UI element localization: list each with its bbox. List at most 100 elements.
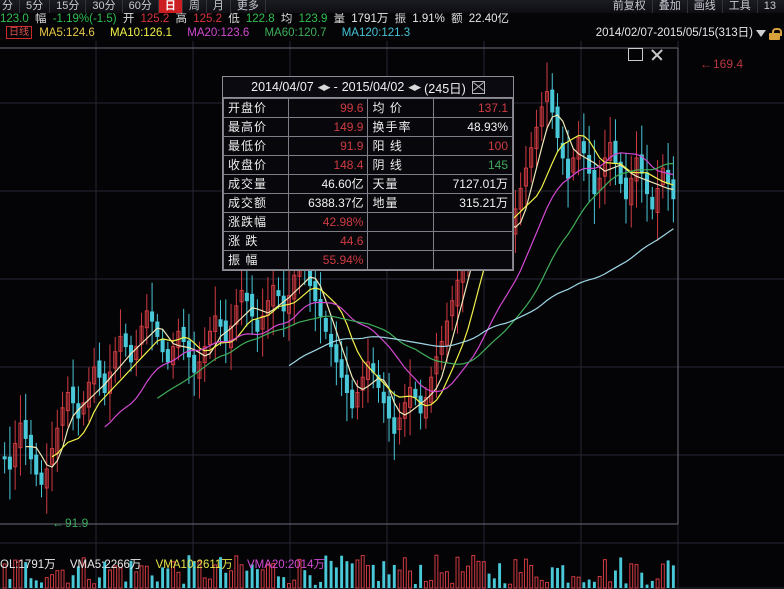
stat-label: 地量 [367,193,434,213]
ma60-legend: MA60:120.7 [264,27,327,39]
stat-value [432,231,514,251]
arrow-left-icon: ← [700,57,712,71]
period-tab-7[interactable]: 月 [207,0,231,13]
table-row: 收盘价 148.4 阴 线 145 [222,155,514,175]
toolbar-menu-3[interactable]: 工具 [723,0,758,13]
quote-amplitude-label: 振 [394,13,407,25]
stat-value [432,250,514,270]
table-row: 涨跌幅 42.98% [222,212,514,232]
stat-value: 6388.37亿 [288,193,369,213]
ma20-line [104,152,674,428]
period-tab-5[interactable]: 日 [158,0,183,13]
range-start-date[interactable]: 2014/04/07 [251,80,314,94]
quote-price: 123.0 [0,13,29,25]
volume-pane[interactable] [0,548,784,589]
stat-label: 涨跌幅 [222,212,290,232]
table-row: 最低价 91.9 阳 线 100 [222,136,514,156]
stat-label: 均 价 [367,98,434,118]
lock-icon[interactable] [769,27,782,40]
period-tab-6[interactable]: 周 [183,0,207,13]
stat-label: 开盘价 [222,98,290,118]
stat-value: 315.21万 [432,193,514,213]
close-icon[interactable] [650,48,663,61]
table-row: 振 幅 55.94% [222,250,514,270]
stat-value: 7127.01万 [432,174,514,194]
end-date-stepper[interactable]: ◀▶ [408,81,421,92]
quote-summary-row: 123.0 幅 -1.19%(-1.5) 开 125.2 高 125.2 低 1… [0,13,784,26]
quote-low-value: 122.8 [245,13,275,25]
stat-label: 天量 [367,174,434,194]
ma10-line [51,134,674,458]
volume-bars [2,554,675,589]
chart-window-controls[interactable] [628,48,663,61]
period-tabs: 分 5分 15分 30分 60分日周月更多 [0,0,266,13]
stat-value: 46.60亿 [288,174,369,194]
stat-label: 换手率 [367,117,434,137]
table-row: 涨 跌 44.6 [222,231,514,251]
ma10-legend: MA10:126.1 [110,27,173,39]
ma120-legend: MA120:121.3 [341,27,411,39]
quote-avg-label: 均 [280,13,293,25]
popup-header: 2014/04/07 ◀▶ - 2015/04/02 ◀▶ (245日) [223,77,513,98]
quote-high-value: 125.2 [193,13,222,25]
quote-open-value: 125.2 [140,13,170,25]
date-range-control[interactable]: 2014/02/07-2015/05/15(313日) [595,26,782,41]
toolbar-menu-0[interactable]: 前复权 [607,0,653,13]
stat-value: 99.6 [288,98,369,118]
maximize-icon[interactable] [628,48,643,61]
range-end-date[interactable]: 2015/04/02 [341,80,405,94]
toolbar-menu-1[interactable]: 叠加 [653,0,688,13]
table-row: 开盘价 99.6 均 价 137.1 [222,98,514,118]
stat-label: 成交量 [222,174,290,194]
period-tab-0[interactable]: 分 [0,0,20,13]
stat-value: 149.9 [288,117,369,137]
period-tab-8[interactable]: 更多 [231,0,266,13]
quote-change-label: 幅 [34,13,47,25]
stat-value [432,212,514,232]
stat-label: 涨 跌 [222,231,290,251]
table-row: 成交量 46.60亿 天量 7127.01万 [222,174,514,194]
high-price-value: 169.4 [713,57,744,71]
stat-value: 145 [432,155,514,175]
volume-legend: OL:1791万 VMA5:2266万 VMA10:2611万 VMA20:20… [0,558,336,572]
vma20-value: VMA20:2014万 [246,559,325,571]
stat-value: 48.93% [432,117,514,137]
period-tab-2[interactable]: 15分 [50,0,87,13]
quote-amplitude-value: 1.91% [412,13,445,25]
start-date-stepper[interactable]: ◀▶ [317,81,331,92]
stat-value: 55.94% [288,250,369,270]
quote-amount-label: 额 [451,13,463,25]
quote-volume-label: 量 [333,13,346,25]
low-price-value: 91.9 [65,516,89,530]
arrow-left-icon: ← [52,516,64,530]
kline-type-badge[interactable]: 日线 [6,26,32,40]
toolbar-menu-2[interactable]: 画线 [688,0,723,13]
range-days-count: (245日) [424,81,466,96]
table-row: 成交额 6388.37亿 地量 315.21万 [222,193,514,213]
stat-label [367,231,434,251]
stat-label [367,212,434,232]
quote-open-label: 开 [122,13,135,25]
stat-value: 42.98% [288,212,369,232]
ma20-legend: MA20:123.6 [187,27,250,39]
vma10-value: VMA10:2611万 [155,559,233,571]
toolbar-menu-4[interactable]: 13 [763,0,776,12]
stat-value: 91.9 [288,136,369,156]
date-range-label: 2014/02/07-2015/05/15(313日) [595,27,753,39]
chevron-down-icon[interactable] [756,30,766,37]
period-tab-1[interactable]: 5分 [20,0,51,13]
volume-canvas [0,548,784,589]
ma120-line [288,228,674,367]
top-toolbar: 分 5分 15分 30分 60分日周月更多 前复权 叠加 画线 工具 13 [0,0,784,14]
vma5-value: VMA5:2266万 [69,559,142,571]
popup-close-icon[interactable] [471,80,485,94]
range-statistics-popup[interactable]: 2014/04/07 ◀▶ - 2015/04/02 ◀▶ (245日) 开盘价… [222,76,514,271]
stat-value: 44.6 [288,231,369,251]
selection-rect [0,47,679,525]
stat-label: 最低价 [222,136,290,156]
period-tab-3[interactable]: 30分 [86,0,123,13]
stat-label [367,250,434,270]
period-tab-4[interactable]: 60分 [123,0,159,13]
stat-label: 阴 线 [367,155,434,175]
